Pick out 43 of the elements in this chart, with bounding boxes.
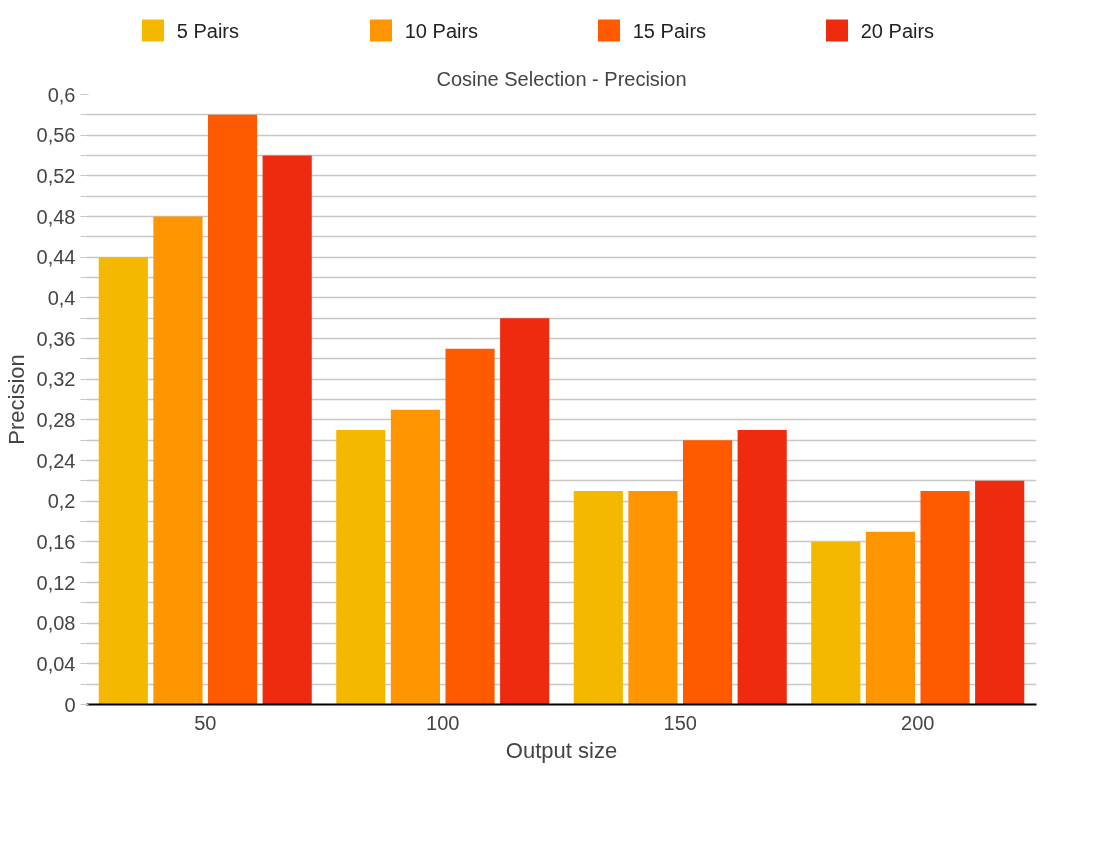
bar: [262, 155, 312, 705]
x-tick-label: 100: [426, 711, 460, 734]
bar: [390, 409, 441, 705]
legend-label: 10 Pairs: [404, 19, 479, 42]
y-tick-label: 0,08: [36, 612, 76, 635]
x-tick-label: 200: [901, 711, 935, 734]
y-axis-title: Precision: [3, 354, 29, 445]
bar: [500, 318, 550, 705]
bar: [445, 348, 495, 705]
legend-label: 5 Pairs: [176, 19, 239, 42]
y-tick-label: 0,4: [47, 286, 76, 309]
bar: [737, 430, 787, 705]
y-tick-label: 0,24: [36, 449, 76, 472]
bar: [98, 257, 148, 705]
y-tick-label: 0,36: [36, 327, 76, 350]
x-tick-label: 150: [663, 711, 697, 734]
legend-label: 20 Pairs: [860, 19, 935, 42]
bar: [628, 491, 678, 705]
y-tick-label: 0,28: [36, 408, 76, 431]
bar: [920, 491, 970, 705]
bar: [573, 491, 623, 705]
y-tick-label: 0,32: [36, 368, 76, 391]
legend-label: 15 Pairs: [632, 19, 707, 42]
y-tick-label: 0,12: [36, 571, 76, 594]
bar: [811, 541, 861, 705]
bar: [865, 531, 916, 705]
y-tick-label: 0,48: [36, 205, 76, 228]
x-axis-title: Output size: [505, 737, 618, 763]
bar: [153, 216, 203, 705]
x-tick-label: 50: [194, 711, 217, 734]
bar: [336, 430, 386, 705]
y-tick-label: 0,16: [36, 530, 76, 553]
chart-title: Cosine Selection - Precision: [436, 67, 687, 90]
y-tick-label: 0,56: [36, 124, 76, 147]
y-tick-label: 0,44: [36, 246, 76, 269]
y-tick-label: 0,52: [36, 164, 76, 187]
bar: [682, 440, 733, 705]
y-tick-label: 0: [64, 693, 76, 716]
y-tick-label: 0,2: [47, 490, 76, 513]
bar: [975, 480, 1025, 705]
y-tick-label: 0,04: [36, 652, 76, 675]
y-tick-label: 0,6: [47, 83, 76, 106]
bar: [207, 114, 258, 705]
